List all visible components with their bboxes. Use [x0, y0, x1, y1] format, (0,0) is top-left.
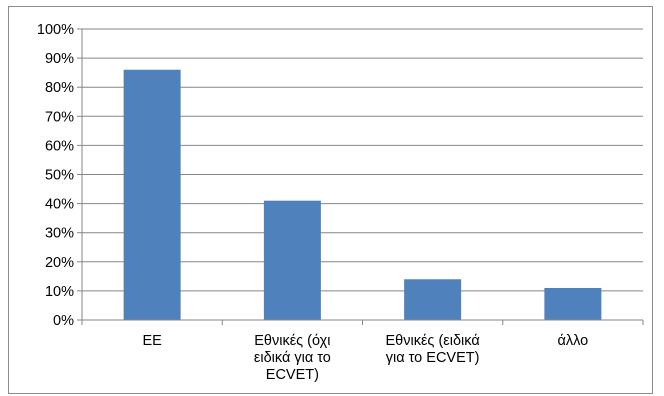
x-category-label-line: Εθνικές (όχι [254, 333, 330, 349]
x-category-label-line: Εθνικές (ειδικά [386, 333, 480, 349]
y-tick-label: 40% [45, 197, 74, 213]
x-category-label-line: άλλο [558, 333, 589, 349]
x-category-label: Εθνικές (ειδικά για το ECVET) [386, 333, 480, 366]
bar [544, 288, 601, 320]
x-category-label: Εθνικές (όχι ειδικά για το ECVET) [254, 333, 331, 383]
bar [404, 279, 461, 320]
x-category-label-line: για το ECVET) [386, 350, 480, 366]
x-category-label: άλλο [558, 333, 589, 349]
y-tick-label: 80% [45, 80, 74, 96]
x-category-label-line: ECVET) [266, 367, 319, 383]
y-tick-label: 0% [53, 313, 74, 329]
x-category-labels: ΕΕ Εθνικές (όχι ειδικά για το ECVET)Εθνικές… [142, 333, 588, 383]
y-tick-label: 30% [45, 226, 74, 242]
y-tick-label: 100% [37, 22, 74, 38]
x-category-label: ΕΕ [142, 333, 162, 349]
bar [124, 70, 181, 320]
y-tick-label: 60% [45, 138, 74, 154]
y-tick-label: 70% [45, 109, 74, 125]
y-tick-label: 90% [45, 51, 74, 67]
bars [124, 70, 602, 320]
bar [264, 201, 321, 320]
x-category-label-line: ΕΕ [142, 333, 162, 349]
x-category-label-line: ειδικά για το [254, 350, 331, 366]
y-tick-labels: 0% 10% 20% 30% 40% 50% 60% 70% 80% 90% 100% [37, 22, 74, 329]
y-tick-label: 10% [45, 284, 74, 300]
y-tick-label: 20% [45, 255, 74, 271]
y-tick-label: 50% [45, 168, 74, 184]
